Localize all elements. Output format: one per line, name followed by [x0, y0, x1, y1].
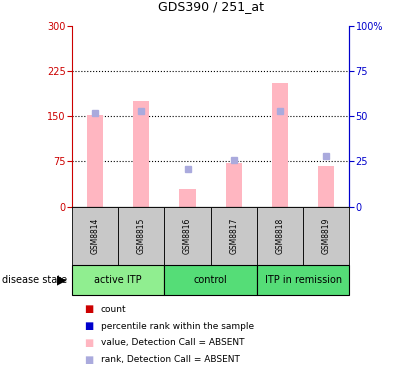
Bar [164, 265, 257, 295]
Text: GSM8818: GSM8818 [275, 218, 284, 254]
Bar [272, 83, 288, 207]
Text: GSM8816: GSM8816 [183, 218, 192, 254]
Bar [118, 207, 164, 265]
Text: disease state: disease state [2, 275, 67, 285]
Bar [72, 265, 164, 295]
Text: count: count [101, 305, 126, 314]
Text: value, Detection Call = ABSENT: value, Detection Call = ABSENT [101, 339, 244, 347]
Text: ■: ■ [84, 304, 94, 314]
Text: ITP in remission: ITP in remission [265, 275, 342, 285]
Text: active ITP: active ITP [95, 275, 142, 285]
Bar [303, 207, 349, 265]
Bar [133, 101, 149, 207]
Bar [257, 265, 349, 295]
Text: GSM8819: GSM8819 [322, 218, 331, 254]
Bar [211, 207, 257, 265]
Bar [226, 163, 242, 207]
Text: ▶: ▶ [57, 273, 67, 287]
Text: percentile rank within the sample: percentile rank within the sample [101, 322, 254, 330]
Bar [164, 207, 211, 265]
Text: GSM8815: GSM8815 [137, 218, 146, 254]
Bar [318, 166, 334, 207]
Bar [257, 207, 303, 265]
Bar [72, 207, 118, 265]
Text: ■: ■ [84, 338, 94, 348]
Text: ■: ■ [84, 355, 94, 365]
Text: GSM8814: GSM8814 [90, 218, 99, 254]
Bar [87, 115, 103, 207]
Text: control: control [194, 275, 228, 285]
Bar [180, 189, 196, 207]
Text: GDS390 / 251_at: GDS390 / 251_at [158, 0, 263, 13]
Text: rank, Detection Call = ABSENT: rank, Detection Call = ABSENT [101, 355, 240, 364]
Text: ■: ■ [84, 321, 94, 331]
Text: GSM8817: GSM8817 [229, 218, 238, 254]
